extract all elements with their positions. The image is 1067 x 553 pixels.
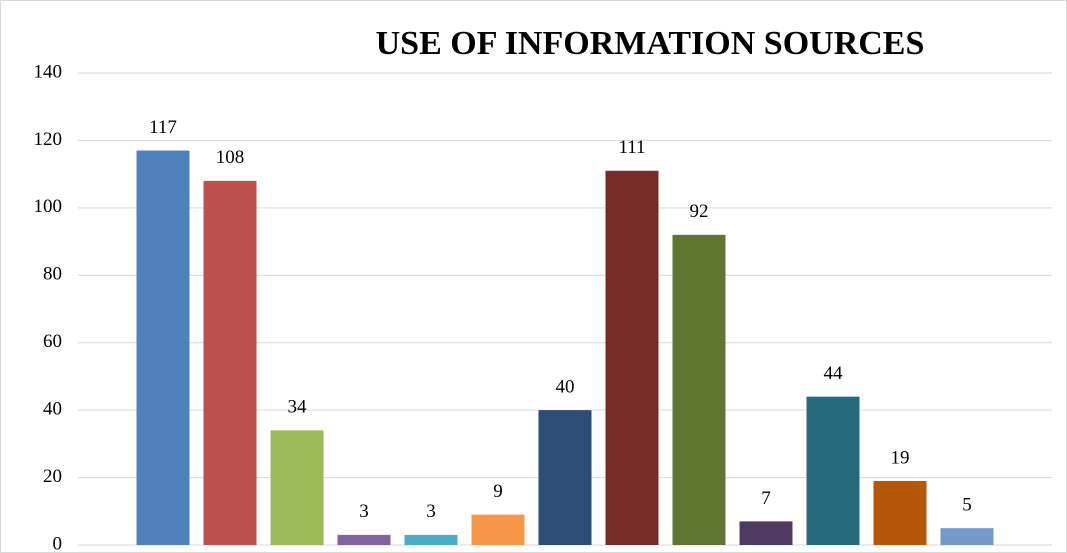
y-tick-label: 0 xyxy=(53,533,63,553)
bar xyxy=(270,430,324,545)
bar xyxy=(538,410,592,545)
value-label: 34 xyxy=(288,397,308,418)
y-tick-label: 120 xyxy=(34,129,63,150)
bar xyxy=(605,170,659,545)
value-label: 111 xyxy=(618,137,645,158)
bar xyxy=(739,521,793,545)
bar xyxy=(404,534,458,545)
value-label: 92 xyxy=(690,201,709,222)
bar xyxy=(672,234,726,546)
value-label: 19 xyxy=(891,447,910,468)
value-label: 5 xyxy=(962,495,972,516)
value-label: 44 xyxy=(824,363,844,384)
value-label: 117 xyxy=(149,117,177,138)
bar xyxy=(136,150,190,546)
chart-title: USE OF INFORMATION SOURCES xyxy=(376,25,925,62)
bar xyxy=(806,396,860,545)
bar xyxy=(471,514,525,545)
bar xyxy=(873,480,927,545)
value-label: 108 xyxy=(216,147,245,168)
y-tick-label: 40 xyxy=(43,399,62,420)
value-label: 3 xyxy=(359,501,369,522)
bar xyxy=(337,534,391,545)
y-tick-label: 80 xyxy=(43,264,62,285)
value-label: 9 xyxy=(493,481,503,502)
y-tick-label: 60 xyxy=(43,331,62,352)
y-tick-label: 20 xyxy=(43,466,62,487)
bar xyxy=(203,180,257,545)
value-label: 40 xyxy=(556,377,575,398)
y-tick-label: 140 xyxy=(34,61,63,82)
value-label: 7 xyxy=(761,488,771,509)
value-label: 3 xyxy=(426,501,436,522)
y-tick-label: 100 xyxy=(34,196,63,217)
bar xyxy=(940,528,994,545)
